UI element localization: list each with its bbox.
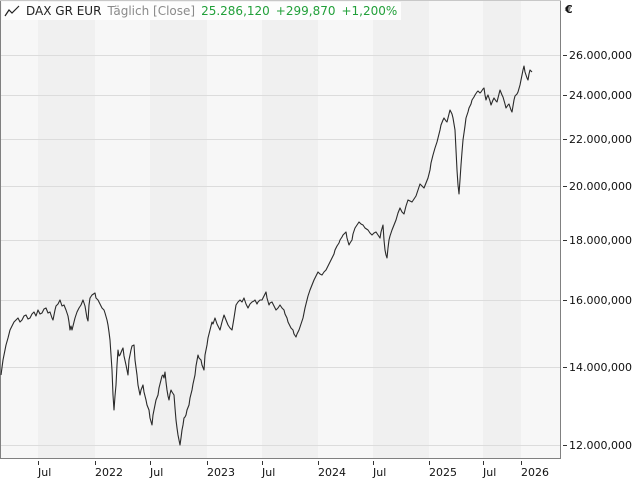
interval-label: Täglich [Close] (107, 4, 196, 18)
x-tick-label: Jul (372, 466, 386, 479)
plot-frame (0, 0, 561, 459)
x-axis: Jul 2022 Jul 2023 Jul 2024 Jul 2025 Jul … (37, 461, 549, 479)
x-tick-label: Jul (261, 466, 275, 479)
y-tick-label: 18.000,000 (569, 234, 632, 247)
y-tick-label: 12.000,000 (569, 439, 632, 452)
x-tick-label: Jul (149, 466, 163, 479)
x-tick-label: 2024 (318, 466, 346, 479)
currency-label: € (565, 3, 573, 16)
y-tick-label: 22.000,000 (569, 133, 632, 146)
x-tick-label: 2023 (207, 466, 235, 479)
chart-legend: DAX GR EUR Täglich [Close] 25.286,120 +2… (2, 2, 402, 20)
x-tick-label: Jul (482, 466, 496, 479)
y-tick-label: 14.000,000 (569, 361, 632, 374)
change-percent: +1,200% (341, 4, 398, 18)
last-value: 25.286,120 (201, 4, 270, 18)
y-tick-label: 20.000,000 (569, 180, 632, 193)
x-tick-label: Jul (37, 466, 51, 479)
y-tick-label: 24.000,000 (569, 89, 632, 102)
x-tick-label: 2022 (95, 466, 123, 479)
y-tick-label: 16.000,000 (569, 294, 632, 307)
series-name: DAX GR EUR (26, 4, 102, 18)
time-bands (0, 0, 560, 458)
y-axis: 26.000,000 24.000,000 22.000,000 20.000,… (563, 49, 632, 452)
price-line (0, 65, 533, 446)
y-tick-label: 26.000,000 (569, 49, 632, 62)
line-chart-icon (4, 5, 20, 17)
grid-lines (0, 55, 560, 446)
x-tick-label: 2025 (429, 466, 457, 479)
x-tick-label: 2026 (521, 466, 549, 479)
change-absolute: +299,870 (275, 4, 336, 18)
